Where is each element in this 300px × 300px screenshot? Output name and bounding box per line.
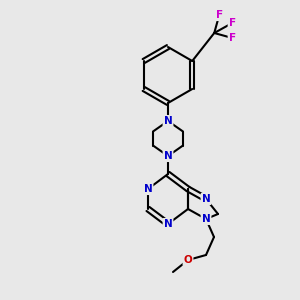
Text: O: O xyxy=(184,255,192,265)
Text: F: F xyxy=(229,18,236,28)
Text: N: N xyxy=(164,116,172,126)
Text: N: N xyxy=(164,219,172,229)
Text: F: F xyxy=(216,10,223,20)
Text: N: N xyxy=(144,184,152,194)
Text: N: N xyxy=(164,151,172,161)
Text: F: F xyxy=(229,33,236,43)
Text: N: N xyxy=(202,214,210,224)
Text: N: N xyxy=(202,194,210,204)
